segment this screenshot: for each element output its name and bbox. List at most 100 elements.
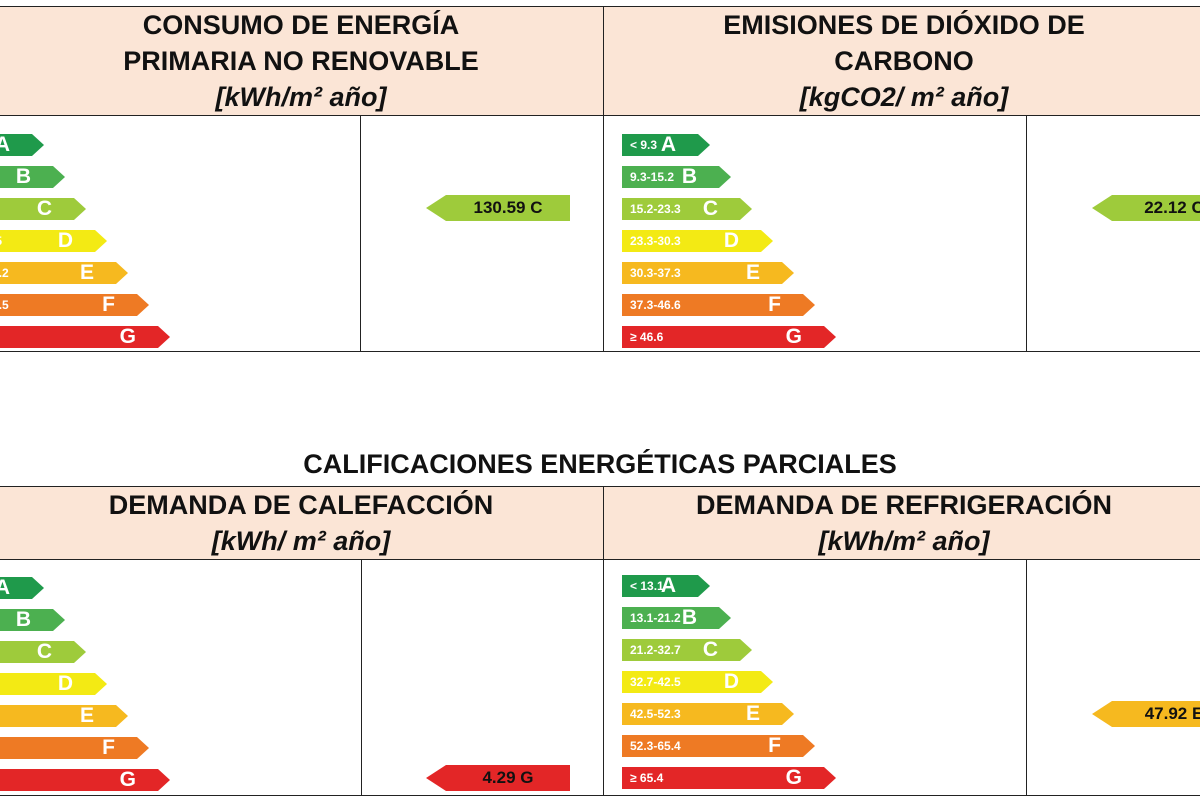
rating-bar-f: 2-271.5 F <box>0 294 149 316</box>
rating-bar-range: < 13.1 <box>630 579 664 593</box>
rating-bar-c: 15.2-23.3 C <box>622 198 752 220</box>
primary-energy-title-line2: PRIMARIA NO RENOVABLE <box>123 46 479 76</box>
rating-bar-letter: B <box>15 608 31 631</box>
rating-bar-g: G <box>0 769 170 791</box>
rating-bar-letter: D <box>723 229 739 252</box>
arrow-tip-icon <box>803 735 815 757</box>
arrow-tip-icon <box>95 230 107 252</box>
rating-bar-range: 52.3-65.4 <box>630 739 681 753</box>
arrow-tip-icon <box>824 767 836 789</box>
rating-bar-d: 32.7-42.5 D <box>622 671 773 693</box>
rating-bar-c: 0C <box>0 640 86 663</box>
heating-result: 4.29 G <box>426 765 570 791</box>
heating-title: DEMANDA DE CALEFACCIÓN <box>108 490 494 520</box>
rating-bar-g: ≥ 46.6 G <box>622 325 836 348</box>
rating-bar-f: 52.3-65.4 F <box>622 734 815 757</box>
arrow-tip-icon <box>740 639 752 661</box>
rating-bar-range: 21.2-32.7 <box>630 643 681 657</box>
top-center-divider <box>603 6 604 352</box>
rating-bar-letter: C <box>36 197 52 220</box>
rating-bar-range: 15.2-23.3 <box>630 202 681 216</box>
primary-energy-scale-box <box>0 115 604 352</box>
rating-bar-letter: B <box>15 165 31 188</box>
result-arrow-icon <box>1092 701 1112 727</box>
rating-bar-letter: G <box>785 766 802 789</box>
rating-bar-g: ≥ 65.4 G <box>622 766 836 789</box>
heating-result-value: 4.29 G <box>482 768 534 787</box>
rating-bar-letter: B <box>681 165 697 188</box>
arrow-tip-icon <box>137 294 149 316</box>
rating-bar-letter: D <box>57 229 73 252</box>
primary-energy-unit: [kWh/m² año] <box>215 82 387 112</box>
arrow-tip-icon <box>740 198 752 220</box>
rating-bar-e: 5-217.2 E <box>0 261 128 284</box>
arrow-tip-icon <box>158 769 170 791</box>
heating-scale-box <box>0 559 604 796</box>
arrow-tip-icon <box>116 705 128 727</box>
rating-bar-range: 37.3-46.6 <box>630 298 681 312</box>
arrow-tip-icon <box>698 575 710 597</box>
cooling-result: 47.92 E <box>1092 701 1200 727</box>
arrow-tip-icon <box>698 134 710 156</box>
arrow-tip-icon <box>782 703 794 725</box>
rating-bar-range: ≥ 46.6 <box>630 330 664 344</box>
arrow-tip-icon <box>761 671 773 693</box>
arrow-tip-icon <box>158 326 170 348</box>
rating-bar-letter: F <box>768 293 781 316</box>
rating-bar-d: -176.5 D <box>0 229 107 252</box>
cooling-unit: [kWh/m² año] <box>818 526 990 556</box>
cooling-divider <box>1026 559 1027 796</box>
bottom-center-divider <box>603 486 604 796</box>
rating-bar-f: 0F <box>0 737 149 759</box>
rating-bar-f: 37.3-46.6 F <box>622 293 815 316</box>
primary-energy-title-line1: CONSUMO DE ENERGÍA <box>142 10 460 40</box>
cooling-scale-box <box>604 559 1200 796</box>
arrow-tip-icon <box>719 607 731 629</box>
arrow-tip-icon <box>803 294 815 316</box>
rating-bar-b: 3B <box>0 608 65 631</box>
rating-bar-range: 23.3-30.3 <box>630 234 681 248</box>
result-arrow-icon <box>426 195 446 221</box>
arrow-tip-icon <box>116 262 128 284</box>
arrow-tip-icon <box>824 326 836 348</box>
rating-bar-e: 30.3-37.3 E <box>622 261 794 284</box>
rating-bar-range: 5-217.2 <box>0 266 9 280</box>
rating-bar-letter: A <box>660 133 676 156</box>
rating-bar-range: < 9.3 <box>630 138 658 152</box>
arrow-tip-icon <box>74 198 86 220</box>
result-arrow-icon <box>1092 195 1112 221</box>
rating-bar-e: 42.5-52.3 E <box>622 702 794 725</box>
rating-bar-letter: F <box>768 734 781 757</box>
rating-bar-range: ≥ 65.4 <box>630 771 664 785</box>
rating-bar-a: < 9.3 A <box>622 133 710 156</box>
primary-energy-result: 130.59 C <box>426 195 570 221</box>
rating-bar-e: 2E <box>0 705 128 727</box>
rating-bar-range: 42.5-52.3 <box>630 707 681 721</box>
result-arrow-icon <box>426 765 446 791</box>
arrow-tip-icon <box>137 737 149 759</box>
heating-header: DEMANDA DE CALEFACCIÓN [kWh/ m² año] <box>0 486 604 560</box>
rating-bar-range: 9.3-15.2 <box>630 170 675 184</box>
co2-divider <box>1026 115 1027 352</box>
arrow-tip-icon <box>74 641 86 663</box>
rating-bar-letter: E <box>745 702 760 725</box>
rating-bar-letter: C <box>36 640 52 663</box>
rating-bar-letter: A <box>0 576 10 599</box>
rating-bar-letter: B <box>681 606 697 629</box>
partial-ratings-title: CALIFICACIONES ENERGÉTICAS PARCIALES <box>303 449 897 479</box>
rating-bar-d: 6D <box>0 672 107 695</box>
arrow-tip-icon <box>782 262 794 284</box>
rating-bar-letter: G <box>785 325 802 348</box>
rating-bar-letter: D <box>57 672 73 695</box>
rating-bar-letter: E <box>79 261 94 284</box>
rating-bar-letter: G <box>119 325 136 348</box>
arrow-tip-icon <box>53 609 65 631</box>
rating-bar-b: 38.2B <box>0 165 65 188</box>
rating-bar-d: 23.3-30.3 D <box>622 229 773 252</box>
rating-bar-a: < 13.1 A <box>622 575 710 597</box>
rating-bar-b: 13.1-21.2 B <box>622 606 731 629</box>
rating-bar-letter: E <box>745 261 760 284</box>
heating-unit: [kWh/ m² año] <box>211 526 391 556</box>
rating-bar-range: 30.3-37.3 <box>630 266 681 280</box>
primary-energy-divider <box>360 115 361 352</box>
